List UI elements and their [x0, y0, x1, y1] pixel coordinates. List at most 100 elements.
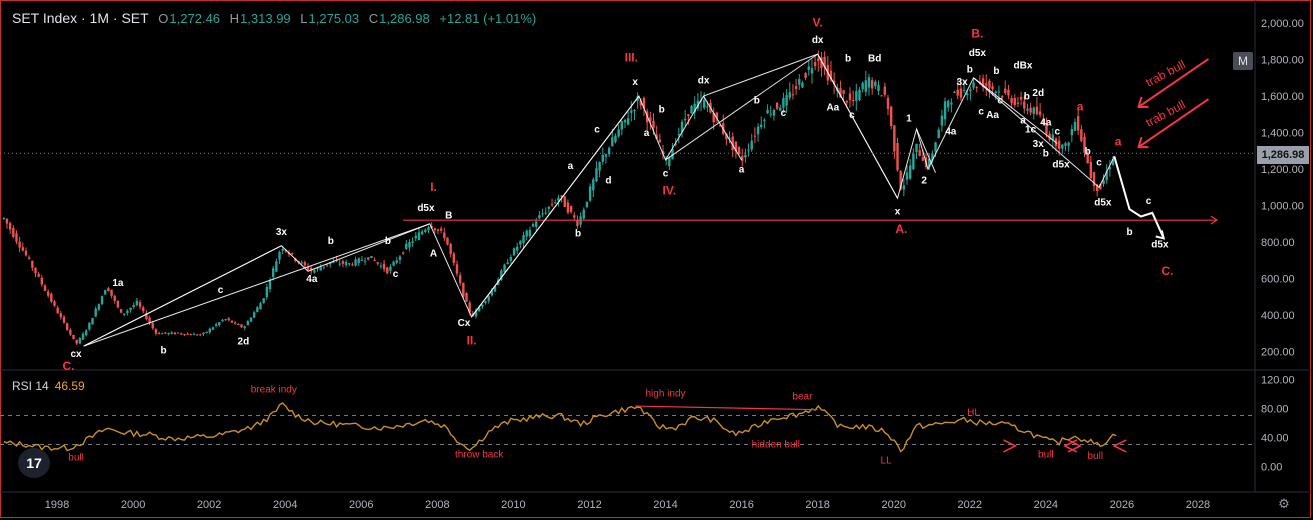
- candle-body: [715, 112, 719, 119]
- candle-body: [741, 155, 744, 161]
- candle-body: [832, 80, 836, 85]
- candle-body: [401, 252, 405, 254]
- candle-body: [183, 333, 186, 335]
- rsi-tick-label: 80.00: [1261, 403, 1289, 415]
- gear-icon[interactable]: ⚙: [1278, 496, 1290, 511]
- rsi-annotation-label: bear: [792, 392, 813, 403]
- low-label: L: [300, 11, 308, 26]
- wave-label: cx: [70, 349, 82, 360]
- candle-body: [56, 307, 59, 314]
- candle-body: [541, 213, 544, 215]
- candle-body: [614, 135, 617, 143]
- candle-body: [985, 83, 988, 86]
- tradingview-logo[interactable]: 17: [18, 448, 50, 478]
- candle-body: [256, 307, 259, 313]
- candle-body: [104, 290, 107, 295]
- candle-body: [687, 114, 690, 116]
- price-tick-label: 600.00: [1261, 274, 1295, 286]
- wave-line: [973, 77, 1058, 144]
- candle-body: [176, 332, 180, 334]
- candle-body: [348, 263, 351, 265]
- candle-body: [161, 333, 164, 335]
- candle-body: [97, 304, 101, 310]
- candle-body: [874, 81, 877, 87]
- candle-body: [528, 229, 532, 237]
- symbol-title[interactable]: SET Index · 1M · SET: [12, 10, 149, 26]
- candle-body: [569, 206, 573, 213]
- candle-body: [126, 310, 129, 314]
- candle-body: [170, 332, 173, 334]
- candle-body: [557, 197, 560, 201]
- candle-body: [855, 91, 858, 101]
- candle-body: [376, 262, 379, 264]
- candle-body: [319, 267, 322, 271]
- wave-label: B: [445, 210, 452, 221]
- candle-body: [652, 120, 655, 128]
- candle-body: [566, 202, 570, 213]
- candle-body: [642, 97, 646, 109]
- candle-body: [138, 302, 142, 307]
- candle-body: [8, 223, 12, 230]
- candle-body: [1051, 134, 1055, 141]
- wave-label: b: [993, 66, 999, 77]
- candle-body: [1032, 107, 1035, 114]
- candle-body: [668, 157, 671, 167]
- time-tick-label: 2020: [881, 499, 905, 511]
- wave-label: d5x: [1052, 159, 1070, 170]
- candle-body: [487, 296, 490, 301]
- wave-line: [83, 53, 1115, 347]
- candle-body: [132, 304, 135, 308]
- candle-body: [611, 137, 614, 147]
- candle-body: [737, 147, 741, 154]
- candle-body: [823, 56, 826, 68]
- close-value: 1,286.98: [379, 11, 430, 26]
- wave-label: dBx: [1014, 61, 1033, 72]
- candle-body: [43, 285, 47, 291]
- candle-body: [465, 293, 468, 302]
- wave-label: c: [218, 285, 224, 296]
- candle-body: [417, 232, 421, 240]
- wave-label: A.: [895, 222, 907, 236]
- trab-bull-annotation: trab bull: [1143, 57, 1187, 89]
- candle-body: [1095, 184, 1099, 191]
- time-tick-label: 1998: [45, 499, 69, 511]
- candle-body: [1029, 107, 1032, 113]
- candle-body: [436, 229, 440, 231]
- rsi-annotation-label: LL: [881, 455, 893, 466]
- price-tick-label: 1,000.00: [1261, 201, 1304, 213]
- candle-body: [535, 221, 538, 227]
- wave-label: c: [1054, 126, 1060, 137]
- candle-body: [72, 334, 75, 340]
- wave-label: a: [1077, 100, 1084, 114]
- wave-label: c: [781, 108, 787, 119]
- price-tick-label: 400.00: [1261, 310, 1295, 322]
- candle-body: [706, 106, 709, 108]
- time-tick-label: 2028: [1186, 499, 1210, 511]
- candle-body: [725, 133, 728, 140]
- candle-body: [15, 233, 18, 242]
- candle-body: [918, 150, 921, 156]
- candle-body: [439, 228, 443, 231]
- projection-arrowhead: [1155, 230, 1166, 240]
- candle-body: [1038, 111, 1042, 115]
- candle-body: [341, 261, 345, 264]
- candle-body: [978, 81, 982, 83]
- m-button[interactable]: M: [1233, 52, 1253, 70]
- candle-body: [1057, 140, 1061, 149]
- rsi-annotation-label: bull: [68, 452, 84, 463]
- candle-body: [303, 262, 307, 266]
- candle-body: [205, 331, 208, 334]
- candle-body: [329, 262, 332, 265]
- candle-body: [1023, 101, 1026, 109]
- wave-label: c: [663, 168, 669, 179]
- rsi-bull-arrow: [1067, 439, 1082, 453]
- candle-body: [1070, 129, 1074, 136]
- candle-body: [598, 161, 601, 171]
- candle-body: [221, 319, 224, 322]
- wave-label: c: [393, 269, 399, 280]
- rsi-header[interactable]: RSI 14 46.59: [12, 379, 85, 393]
- candle-body: [883, 86, 887, 95]
- candle-body: [554, 202, 557, 204]
- open-label: O: [158, 11, 169, 26]
